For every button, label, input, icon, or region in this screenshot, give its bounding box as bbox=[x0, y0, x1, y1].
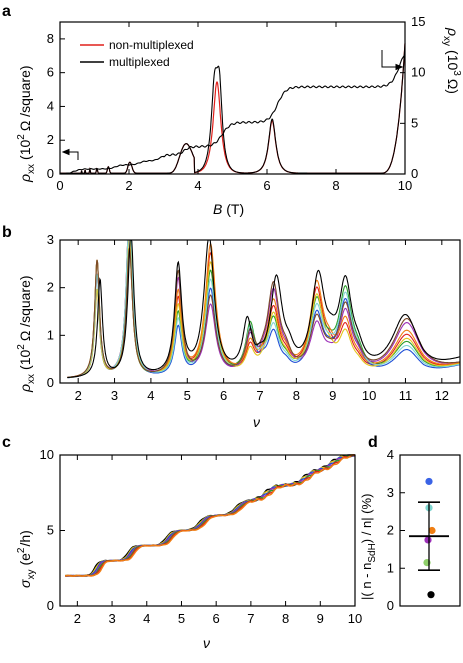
y-tick-label-right: 0 bbox=[411, 166, 418, 181]
x-tick-label: 6 bbox=[220, 388, 227, 403]
panel-d-ylabel: |( n - nSdH) / n| (%) bbox=[359, 494, 378, 600]
x-tick-label: 2 bbox=[75, 388, 82, 403]
x-tick-label: 7 bbox=[256, 388, 263, 403]
legend-label-non-multiplexed: non-multiplexed bbox=[109, 38, 194, 52]
y-tick-label: 0 bbox=[47, 375, 54, 390]
y-tick-label-left: 2 bbox=[47, 132, 54, 147]
y-tick-label-left: 4 bbox=[47, 98, 54, 113]
panel-b-ylabel: ρxx(102Ω /square) bbox=[16, 275, 37, 393]
x-tick-label: 10 bbox=[398, 178, 412, 193]
panel-letter-b: b bbox=[2, 224, 12, 241]
x-tick-label: 5 bbox=[178, 611, 185, 626]
y-tick-label: 4 bbox=[387, 447, 394, 462]
x-tick-label: 0 bbox=[56, 178, 63, 193]
panel-a-xlabel: B (T) bbox=[213, 201, 244, 217]
arrow-right-axis bbox=[381, 50, 404, 71]
series-multiplexed-rhoxx bbox=[60, 43, 406, 174]
x-tick-label: 2 bbox=[125, 178, 132, 193]
panel-a-ylabel-right: ρxy(103Ω) bbox=[441, 27, 462, 94]
panel-d-points bbox=[409, 477, 449, 599]
x-tick-label: 4 bbox=[143, 611, 150, 626]
series-rhoxx-8 bbox=[67, 247, 461, 378]
panel-letter-d: d bbox=[368, 434, 378, 451]
panel-a-ylabel-left: ρxx(102Ω /square) bbox=[16, 65, 37, 183]
data-point bbox=[428, 526, 436, 535]
x-tick-label: 10 bbox=[348, 611, 362, 626]
arrow-left-axis bbox=[61, 148, 79, 160]
panel-c: 2 3 4 5 6 7 8 9 10 0 5 10 ν σxy(e2/h) bbox=[16, 447, 362, 651]
data-point bbox=[425, 477, 433, 486]
y-tick-label: 2 bbox=[387, 523, 394, 538]
y-tick-label: 3 bbox=[47, 232, 54, 247]
x-tick-label: 12 bbox=[435, 388, 449, 403]
y-tick-label: 1 bbox=[47, 327, 54, 342]
panel-c-xlabel: ν bbox=[203, 635, 210, 651]
series-rhoxx-7 bbox=[67, 239, 461, 379]
series-rhoxx-0 bbox=[67, 239, 461, 379]
x-tick-label: 9 bbox=[329, 388, 336, 403]
panel-letter-c: c bbox=[2, 434, 11, 451]
x-tick-label: 4 bbox=[147, 388, 154, 403]
panel-b-xlabel: ν bbox=[253, 414, 260, 430]
x-tick-label: 10 bbox=[362, 388, 376, 403]
x-tick-label: 8 bbox=[332, 178, 339, 193]
x-tick-label: 3 bbox=[108, 611, 115, 626]
x-tick-label: 11 bbox=[399, 388, 413, 403]
panel-d-ticks: 0 1 2 3 4 bbox=[387, 447, 405, 613]
x-tick-label: 4 bbox=[194, 178, 201, 193]
y-tick-label: 2 bbox=[47, 280, 54, 295]
x-tick-label: 5 bbox=[184, 388, 191, 403]
y-tick-label-right: 5 bbox=[411, 115, 418, 130]
y-tick-label: 10 bbox=[40, 447, 54, 462]
y-tick-label-right: 10 bbox=[411, 65, 425, 80]
series-multiplexed-rhoxy bbox=[59, 53, 406, 175]
y-tick-label: 0 bbox=[387, 598, 394, 613]
x-tick-label: 9 bbox=[317, 611, 324, 626]
y-tick-label-left: 0 bbox=[47, 166, 54, 181]
data-point bbox=[424, 536, 432, 544]
y-tick-label-left: 6 bbox=[47, 65, 54, 80]
panel-d: 0 1 2 3 4 |( n - nSdH) / n| (%) bbox=[359, 447, 461, 613]
panel-a-curves bbox=[59, 43, 406, 175]
panel-c-ylabel: σxy(e2/h) bbox=[16, 530, 37, 588]
y-tick-label: 3 bbox=[387, 485, 394, 500]
x-tick-label: 6 bbox=[263, 178, 270, 193]
legend-label-multiplexed: multiplexed bbox=[109, 55, 170, 69]
y-tick-label-left: 8 bbox=[47, 31, 54, 46]
y-tick-label-right: 15 bbox=[411, 14, 425, 29]
data-point bbox=[427, 591, 435, 599]
x-tick-label: 8 bbox=[282, 611, 289, 626]
panel-b-curves bbox=[67, 239, 461, 379]
y-tick-label: 5 bbox=[47, 523, 54, 538]
x-tick-label: 2 bbox=[74, 611, 81, 626]
panel-c-curves bbox=[65, 454, 356, 577]
x-tick-label: 8 bbox=[293, 388, 300, 403]
x-tick-label: 7 bbox=[247, 611, 254, 626]
x-tick-label: 6 bbox=[213, 611, 220, 626]
y-tick-label: 0 bbox=[47, 598, 54, 613]
panel-letter-a: a bbox=[2, 3, 11, 20]
y-tick-label: 1 bbox=[387, 560, 394, 575]
panel-c-ticks: 2 3 4 5 6 7 8 9 10 0 5 10 bbox=[40, 447, 363, 626]
series-sigmaxy-6 bbox=[65, 454, 356, 577]
panel-a-frame bbox=[59, 21, 406, 175]
x-tick-label: 3 bbox=[111, 388, 118, 403]
